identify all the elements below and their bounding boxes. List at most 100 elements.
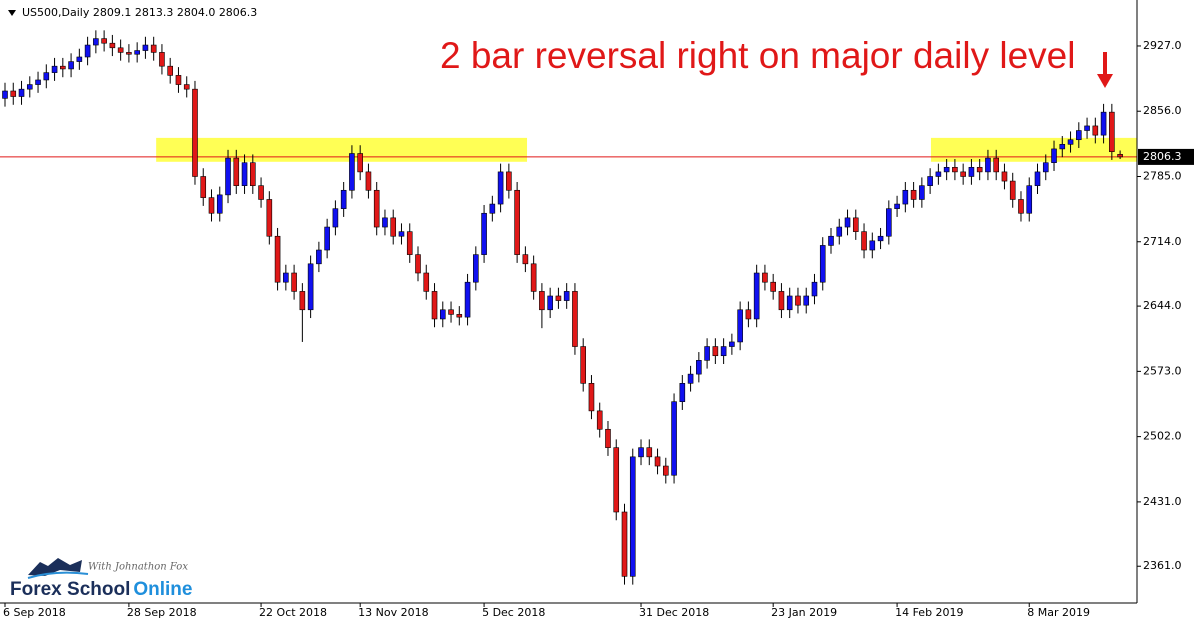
candle-body	[572, 291, 578, 347]
candle-body	[192, 88, 198, 177]
candle-body	[324, 226, 330, 251]
y-tick-label: 2927.0	[1143, 39, 1182, 52]
candle-body	[241, 162, 248, 186]
x-tick-label: 22 Oct 2018	[259, 606, 327, 619]
candle-body	[423, 272, 430, 292]
candle-body	[687, 373, 694, 384]
menu-triangle	[8, 10, 16, 16]
candle-body	[316, 249, 322, 265]
candle-body	[943, 166, 950, 173]
candle-body	[935, 171, 942, 177]
x-tick-label: 13 Nov 2018	[358, 606, 428, 619]
candle-body	[415, 254, 421, 274]
candle-body	[762, 272, 768, 283]
candle-body	[68, 61, 74, 70]
zone	[156, 137, 528, 162]
zone	[930, 137, 1137, 162]
candle-body	[208, 197, 215, 214]
candle-body	[679, 383, 686, 402]
logo-swoosh	[27, 571, 89, 579]
arrow	[1097, 52, 1113, 88]
candle-body	[696, 360, 702, 375]
candle-body	[299, 291, 306, 311]
candle-body	[126, 52, 132, 55]
candle-body	[43, 72, 50, 81]
candle-body	[473, 254, 479, 283]
x-tick-label: 31 Dec 2018	[639, 606, 709, 619]
candle-body	[150, 44, 157, 53]
candle-body	[514, 189, 520, 255]
candle-body	[638, 447, 644, 458]
candle-body	[76, 56, 83, 62]
candle-body	[291, 272, 297, 292]
candle-body	[233, 157, 240, 186]
y-tick-label: 2573.0	[1143, 364, 1182, 377]
candle-body	[910, 189, 917, 200]
candle-body	[1076, 130, 1082, 141]
candle-body	[547, 295, 553, 311]
logo-tagline: With Johnathon Fox	[88, 562, 188, 573]
candle-body	[2, 90, 8, 99]
candle-body	[786, 295, 793, 311]
price-panel	[1137, 0, 1200, 627]
candle-body	[456, 314, 463, 318]
candle-body	[1109, 111, 1115, 152]
candle-body	[539, 291, 545, 311]
chart-header: US500,Daily 2809.1 2813.3 2804.0 2806.3	[22, 6, 257, 19]
axis-labels: 2361.0 2431.0 2502.0 2573.0 2644.0 2714.0 2785…	[3, 39, 1194, 619]
candle-body	[18, 88, 25, 97]
candle-body	[927, 176, 933, 186]
candle-body	[720, 346, 727, 357]
candle-body	[819, 245, 826, 283]
candle-body	[1026, 185, 1033, 214]
y-tick-label: 2714.0	[1143, 235, 1182, 248]
y-tick-label: 2431.0	[1143, 495, 1182, 508]
candle-body	[662, 465, 669, 476]
candle-body	[340, 189, 347, 209]
x-tick-label: 6 Sep 2018	[3, 606, 66, 619]
candle-body	[266, 199, 273, 237]
candle-body	[886, 208, 892, 237]
candle-body	[1009, 180, 1016, 200]
candle-body	[1034, 171, 1041, 186]
y-tick-label: 2856.0	[1143, 104, 1182, 117]
arrow-head	[1097, 74, 1113, 88]
candle-body	[654, 456, 661, 467]
candle-body	[390, 217, 397, 237]
candle-body	[200, 176, 207, 198]
candle-body	[530, 263, 537, 292]
candle-body	[439, 309, 446, 320]
candle-body	[704, 346, 710, 361]
candle-body	[778, 291, 785, 311]
candle-body	[844, 217, 851, 228]
candle-body	[431, 291, 438, 320]
candle-body	[109, 42, 116, 49]
candle-body	[976, 166, 983, 173]
candle-body	[464, 281, 471, 318]
candle-body	[803, 295, 810, 306]
logo-name-accent: Online	[133, 579, 192, 600]
x-tick-label: 28 Sep 2018	[127, 606, 197, 619]
candle-body	[828, 235, 834, 246]
candle-body	[35, 79, 41, 85]
y-tick-label: 2644.0	[1143, 299, 1182, 312]
candle-body	[894, 203, 900, 209]
candle-body	[902, 189, 909, 205]
candle-body	[1067, 139, 1074, 145]
candle-body	[225, 157, 231, 196]
x-tick-label: 8 Mar 2019	[1027, 606, 1090, 619]
candle-body	[332, 208, 339, 228]
candle-body	[60, 65, 66, 70]
candle-body	[398, 231, 405, 237]
candle-body	[10, 90, 17, 97]
candle-body	[481, 212, 487, 255]
candle-body	[919, 185, 925, 200]
candle-body	[274, 235, 281, 283]
x-tick-label: 5 Dec 2018	[482, 606, 545, 619]
candle-body	[836, 226, 843, 237]
candle-body	[621, 511, 628, 577]
candle-body	[1100, 111, 1107, 136]
candle-body	[117, 47, 124, 53]
